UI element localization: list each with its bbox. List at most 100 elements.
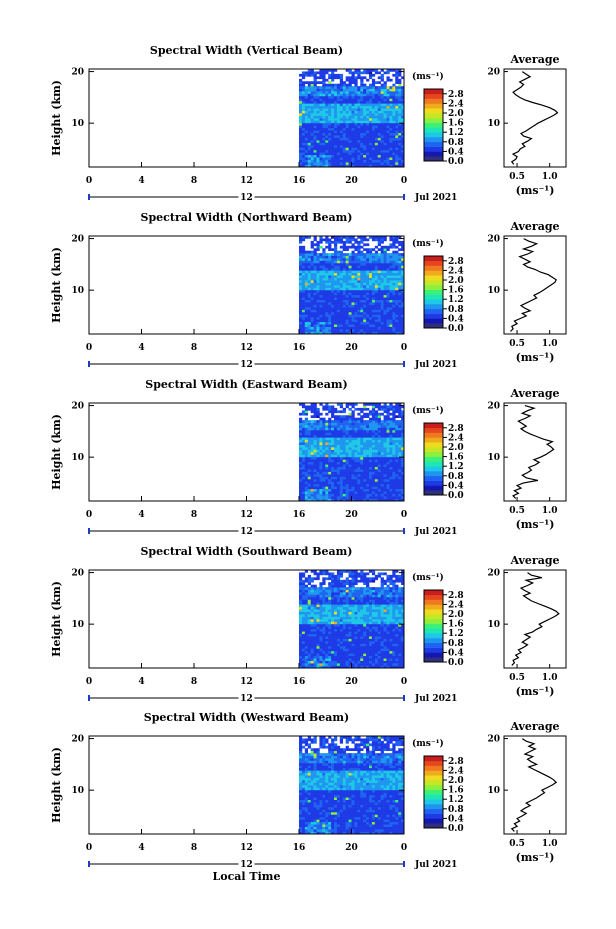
heatmap-cell (348, 236, 352, 239)
heatmap-cell (351, 415, 355, 418)
heatmap-cell (369, 474, 373, 477)
heatmap-cell (395, 267, 399, 271)
heatmap-cell (325, 633, 329, 637)
heatmap-cell (351, 437, 355, 441)
heatmap-cell (334, 154, 338, 158)
heatmap-cell (304, 297, 309, 300)
heatmap-cell (322, 626, 326, 630)
heatmap-cell (307, 663, 311, 666)
heatmap-cell (301, 292, 306, 296)
heatmap-cell (383, 316, 387, 320)
heatmap-cell (401, 91, 405, 94)
heatmap-cell (377, 641, 381, 644)
heatmap-cell (389, 631, 393, 634)
heatmap-cell (383, 663, 387, 666)
heatmap-cell (313, 491, 317, 494)
heatmap-cell (389, 154, 393, 158)
heatmap-cell (354, 238, 358, 242)
heatmap-cell (401, 253, 405, 256)
heatmap-cell (299, 105, 303, 109)
heatmap-cell (345, 403, 349, 406)
heatmap-cell (366, 628, 370, 632)
heatmap-cell (348, 454, 352, 458)
heatmap-cell (366, 93, 370, 97)
heatmap-cell (380, 434, 384, 438)
heatmap-cell (383, 645, 387, 649)
heatmap-cell (380, 449, 384, 453)
heatmap-cell (401, 277, 405, 281)
heatmap-cell (369, 459, 373, 463)
heatmap-cell (299, 412, 303, 416)
heatmap-cell (345, 491, 349, 494)
heatmap-cell (345, 439, 349, 443)
heatmap-cell (401, 115, 405, 119)
heatmap-cell (380, 255, 384, 259)
heatmap-cell (392, 118, 396, 121)
heatmap-cell (360, 272, 364, 276)
heatmap-cell (310, 663, 314, 666)
heatmap-cell (345, 658, 349, 661)
heatmap-cell (334, 91, 338, 94)
heatmap-cell (331, 270, 335, 274)
heatmap-cell (307, 459, 311, 463)
heatmap-cell (304, 280, 309, 283)
heatmap-cell (301, 663, 306, 666)
heatmap-cell (366, 122, 370, 126)
heatmap-cell (380, 294, 384, 298)
heatmap-cell (386, 324, 390, 327)
heatmap-cell (316, 267, 320, 271)
average-y-tick-label: 20 (487, 68, 500, 78)
heatmap-cell (360, 162, 364, 165)
heatmap-cell (380, 69, 384, 72)
heatmap-cell (328, 260, 332, 264)
heatmap-cell (342, 135, 346, 138)
heatmap-cell (360, 324, 364, 327)
heatmap-cell (313, 648, 317, 652)
heatmap-cell (386, 464, 390, 467)
heatmap-cell (366, 432, 370, 436)
colorbar-tick-label: 1.2 (448, 462, 464, 472)
heatmap-cell (366, 319, 370, 323)
heatmap-cell (401, 319, 405, 323)
heatmap-cell (301, 432, 306, 436)
heatmap-cell (304, 265, 309, 269)
heatmap-cell (304, 311, 309, 315)
heatmap-cell (351, 127, 355, 131)
heatmap-cell (336, 636, 341, 639)
heatmap-cell (389, 476, 393, 480)
heatmap-cell (380, 149, 384, 153)
heatmap-cell (392, 633, 396, 637)
heatmap-cell (395, 294, 399, 298)
heatmap-cell (386, 645, 390, 649)
heatmap-cell (389, 159, 393, 163)
heatmap-cell (299, 236, 303, 239)
heatmap-cell (319, 270, 323, 274)
heatmap-cell (339, 73, 344, 77)
heatmap-cell (342, 437, 346, 441)
heatmap-cell (301, 444, 306, 448)
heatmap-cell (319, 488, 323, 492)
heatmap-cell (380, 142, 384, 146)
heatmap-cell (319, 272, 323, 276)
heatmap-cell (322, 100, 326, 104)
heatmap-cell (363, 427, 367, 431)
heatmap-cell (351, 498, 355, 502)
heatmap-cell (325, 238, 329, 242)
heatmap-cell (322, 238, 326, 242)
heatmap-cell (319, 307, 323, 310)
heatmap-cell (325, 439, 329, 443)
heatmap-cell (299, 118, 303, 121)
heatmap-cell (386, 103, 390, 107)
heatmap-cell (363, 154, 367, 158)
average-profile-line (510, 71, 559, 165)
colorbar-swatch (424, 299, 443, 305)
heatmap-cell (354, 493, 358, 497)
heatmap-cell (371, 498, 376, 502)
heatmap-cell (301, 425, 306, 428)
heatmap-cell (371, 115, 376, 119)
heatmap-cell (380, 486, 384, 490)
heatmap-cell (398, 434, 402, 438)
heatmap-cell (371, 633, 376, 637)
heatmap-cell (345, 272, 349, 276)
x-tick-label: 4 (138, 510, 144, 520)
